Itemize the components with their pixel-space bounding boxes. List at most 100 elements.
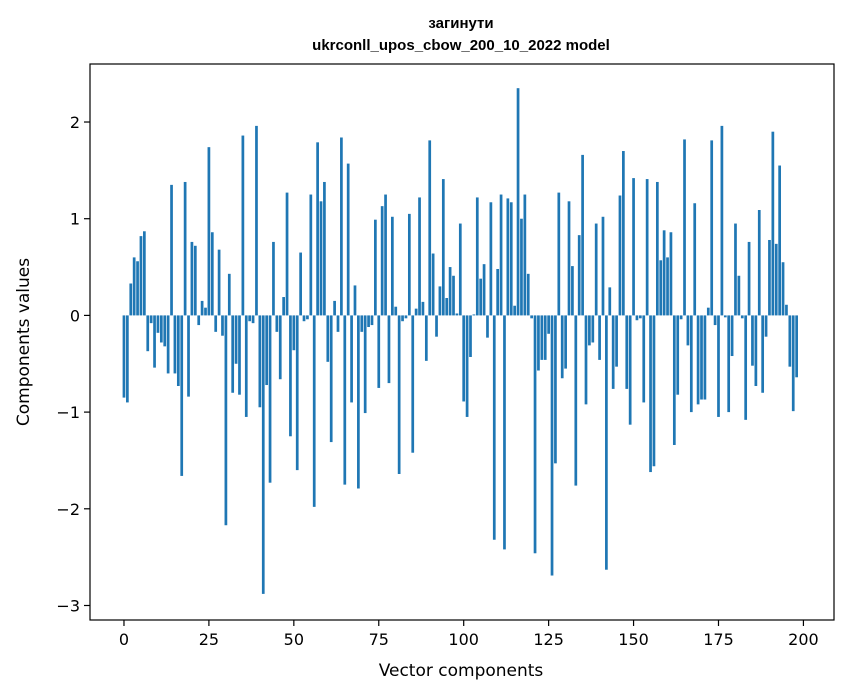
bar-series xyxy=(122,88,798,594)
bar-2 xyxy=(129,283,133,316)
bar-71 xyxy=(363,315,367,414)
bar-79 xyxy=(390,216,394,316)
bar-72 xyxy=(367,315,370,328)
bar-161 xyxy=(669,232,673,316)
bar-60 xyxy=(326,315,330,362)
bar-35 xyxy=(241,135,245,316)
bar-162 xyxy=(672,315,676,445)
bar-58 xyxy=(319,201,323,316)
bar-147 xyxy=(622,151,625,316)
bar-154 xyxy=(645,179,649,316)
bar-183 xyxy=(744,315,748,420)
bar-185 xyxy=(751,315,754,366)
bar-23 xyxy=(200,300,204,316)
bar-174 xyxy=(713,315,717,326)
bar-145 xyxy=(615,315,618,367)
bar-48 xyxy=(285,192,289,316)
bar-148 xyxy=(625,315,629,389)
bar-22 xyxy=(197,315,201,326)
bar-124 xyxy=(543,315,547,360)
bar-90 xyxy=(428,140,432,316)
bar-95 xyxy=(445,298,449,316)
bar-27 xyxy=(214,315,218,332)
bar-28 xyxy=(217,249,221,316)
bar-165 xyxy=(683,139,686,316)
bar-82 xyxy=(401,315,404,322)
bar-54 xyxy=(306,315,309,320)
bar-94 xyxy=(441,179,445,316)
bar-13 xyxy=(166,315,170,374)
chart-title-line2: ukrconll_upos_cbow_200_10_2022 model xyxy=(312,37,610,54)
bar-1 xyxy=(126,315,129,403)
bar-177 xyxy=(723,315,727,318)
chart-title-line1: загинути xyxy=(428,15,493,32)
bar-29 xyxy=(221,315,224,336)
bar-42 xyxy=(265,315,269,386)
bar-55 xyxy=(309,194,313,316)
bar-77 xyxy=(384,194,387,316)
bar-106 xyxy=(482,264,486,316)
bar-51 xyxy=(295,315,299,471)
bar-195 xyxy=(785,304,788,316)
bar-151 xyxy=(635,315,639,321)
bar-134 xyxy=(577,235,581,316)
bar-75 xyxy=(377,315,381,388)
bar-187 xyxy=(757,210,761,316)
bar-113 xyxy=(506,198,510,316)
bar-12 xyxy=(163,315,167,347)
bar-37 xyxy=(248,315,252,322)
bar-92 xyxy=(435,315,438,337)
bar-103 xyxy=(472,314,476,316)
bar-158 xyxy=(659,260,663,316)
bar-196 xyxy=(788,315,792,367)
bar-76 xyxy=(380,206,384,316)
bar-132 xyxy=(571,266,574,316)
bar-101 xyxy=(465,315,469,417)
bar-129 xyxy=(560,315,564,379)
bar-164 xyxy=(679,315,683,320)
bar-138 xyxy=(591,315,595,343)
bar-176 xyxy=(720,125,724,316)
bar-191 xyxy=(771,131,775,316)
bar-98 xyxy=(455,313,459,316)
bar-30 xyxy=(224,315,228,526)
bar-115 xyxy=(513,305,517,316)
y-tick-label: −3 xyxy=(56,596,80,615)
bar-175 xyxy=(717,315,720,417)
bar-21 xyxy=(193,245,197,316)
bar-160 xyxy=(666,257,669,316)
bar-198 xyxy=(795,315,798,378)
bar-52 xyxy=(299,252,302,316)
bar-59 xyxy=(323,181,326,316)
bar-40 xyxy=(258,315,262,408)
bar-153 xyxy=(642,315,646,403)
bar-5 xyxy=(139,236,143,316)
bar-102 xyxy=(469,315,472,357)
bar-109 xyxy=(492,315,496,540)
bar-64 xyxy=(340,137,343,316)
bar-159 xyxy=(662,230,666,316)
bar-163 xyxy=(676,315,680,395)
bar-155 xyxy=(649,315,652,473)
bar-135 xyxy=(581,154,584,316)
y-tick-label: −1 xyxy=(56,403,80,422)
bar-62 xyxy=(333,300,336,316)
bar-180 xyxy=(734,223,737,316)
bar-32 xyxy=(231,315,235,393)
bar-128 xyxy=(557,192,561,316)
bar-11 xyxy=(159,315,163,343)
bar-152 xyxy=(638,315,642,319)
bar-16 xyxy=(176,315,180,386)
x-tick-label: 175 xyxy=(703,630,734,649)
bar-61 xyxy=(329,315,333,443)
bar-149 xyxy=(628,315,632,425)
bar-25 xyxy=(207,147,211,316)
bar-136 xyxy=(584,315,588,405)
x-tick-label: 0 xyxy=(119,630,129,649)
bar-139 xyxy=(594,223,598,316)
bar-127 xyxy=(554,315,557,464)
bar-7 xyxy=(146,315,150,352)
bar-189 xyxy=(764,315,768,337)
bar-8 xyxy=(149,315,153,324)
